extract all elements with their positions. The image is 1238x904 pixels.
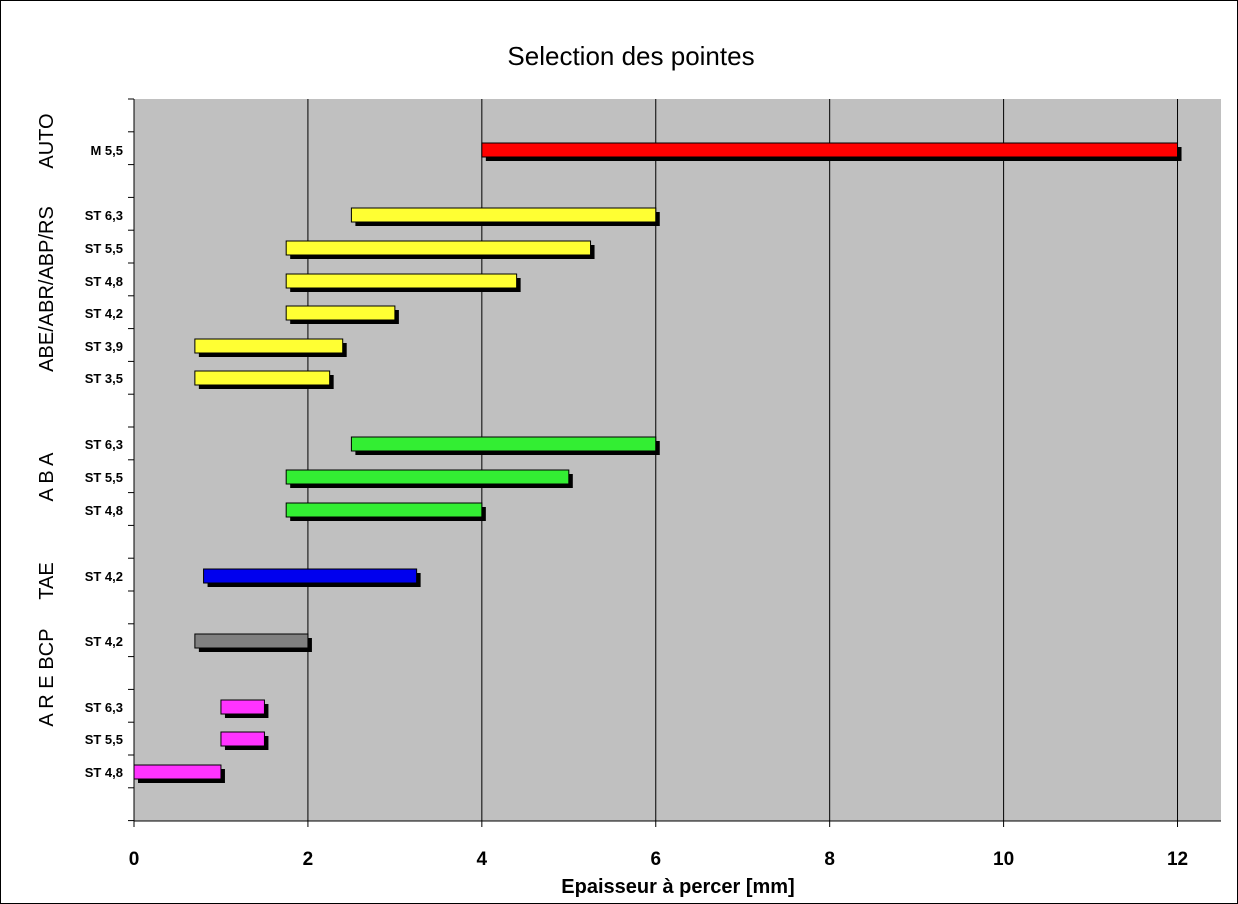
row-label-14: ST 4,8	[85, 765, 123, 780]
row-label-9: ST 4,8	[85, 503, 123, 518]
group-label-5: A R E	[36, 675, 58, 726]
bar-8	[285, 469, 570, 485]
row-label-0: M 5,5	[90, 143, 123, 158]
bar-11	[194, 633, 309, 649]
row-label-2: ST 5,5	[85, 241, 123, 256]
row-label-6: ST 3,5	[85, 371, 123, 386]
row-label-5: ST 3,9	[85, 339, 123, 354]
chart-title: Selection des pointes	[507, 41, 754, 71]
row-label-10: ST 4,2	[85, 569, 123, 584]
row-label-12: ST 6,3	[85, 700, 123, 715]
group-label-1: ABE/ABR/ABP/RS	[36, 206, 58, 372]
row-label-1: ST 6,3	[85, 208, 123, 223]
bar-10	[203, 568, 418, 584]
plot-area: 0 2 4 6 8 10 12 M 5,5 ST 6,3 ST 5,5 ST 4,8 ST 4,2 ST…	[36, 98, 1221, 870]
bar-1	[350, 207, 657, 223]
bar-0	[481, 142, 1179, 158]
bar-6	[194, 370, 331, 386]
x-tick-label-8: 8	[824, 849, 835, 870]
row-label-13: ST 5,5	[85, 732, 123, 747]
x-tick-label-10: 10	[993, 849, 1014, 870]
bar-5	[194, 338, 344, 354]
bar-12	[220, 699, 265, 715]
x-axis-label: Epaisseur à percer [mm]	[561, 876, 794, 898]
row-label-4: ST 4,2	[85, 306, 123, 321]
group-label-4: BCP	[36, 628, 58, 669]
plot-background	[134, 99, 1221, 821]
bar-3	[285, 273, 518, 289]
group-label-3: TAE	[36, 562, 58, 599]
bar-2	[285, 240, 592, 256]
row-label-11: ST 4,2	[85, 634, 123, 649]
bar-4	[285, 305, 396, 321]
bar-9	[285, 502, 483, 518]
bar-7	[350, 436, 657, 452]
x-tick-label-12: 12	[1167, 849, 1188, 870]
x-tick-label-6: 6	[650, 849, 661, 870]
row-label-8: ST 5,5	[85, 470, 123, 485]
group-label-0: AUTO	[36, 113, 58, 168]
x-tick-label-2: 2	[303, 849, 314, 870]
row-label-3: ST 4,8	[85, 274, 123, 289]
x-tick-label-0: 0	[129, 849, 140, 870]
row-label-7: ST 6,3	[85, 437, 123, 452]
bar-13	[220, 731, 265, 747]
x-tick-label-4: 4	[477, 849, 488, 870]
bar-14	[133, 764, 222, 780]
group-label-2: A B A	[36, 452, 58, 502]
